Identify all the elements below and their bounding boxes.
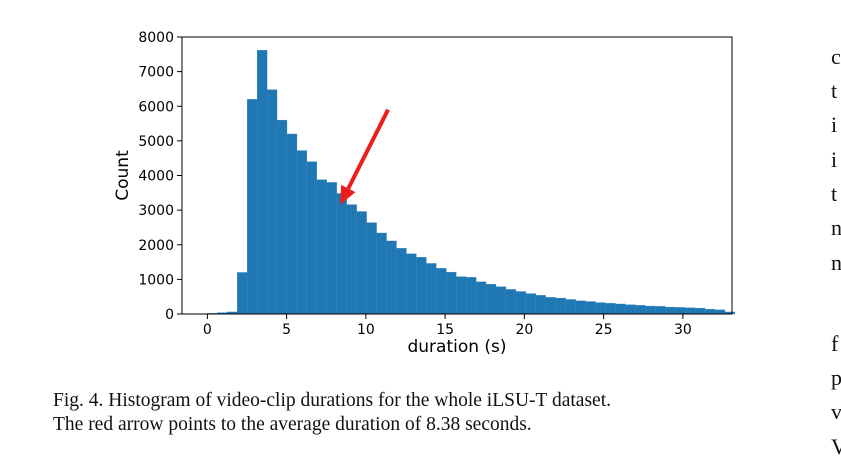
histogram-bar	[266, 89, 278, 315]
histogram-bar	[485, 284, 497, 315]
histogram-bar	[237, 272, 248, 315]
histogram-bar	[535, 295, 546, 315]
histogram-bar	[426, 263, 437, 315]
x-tick-label: 5	[282, 322, 291, 338]
histogram-bar	[276, 119, 288, 315]
y-tick-label: 7000	[138, 65, 174, 81]
y-axis-label: Count	[113, 150, 133, 201]
column-fragment: i	[831, 147, 838, 172]
histogram-bar	[406, 253, 417, 315]
ticks: 0 5 10 15 20 25 30 0 1000 2000 3000 4000 5000 6000 700…	[138, 30, 691, 338]
x-axis-label: duration (s)	[407, 337, 506, 357]
y-tick-label: 3000	[138, 203, 174, 219]
histogram-bar	[316, 179, 327, 315]
y-tick-label: 2000	[138, 238, 174, 254]
figure-caption: Fig. 4. Histogram of video-clip duration…	[53, 389, 813, 437]
histogram-bar	[386, 240, 397, 315]
histogram-chart: duration (s) Count 0 5 10 15 20 25 30 0 1000 2000…	[113, 30, 736, 357]
histogram-bar	[396, 248, 407, 315]
histogram-bar	[635, 305, 646, 315]
column-fragment: v	[831, 399, 841, 424]
x-tick-label: 25	[595, 322, 613, 338]
histogram-bar	[575, 300, 586, 315]
y-tick-label: 5000	[138, 134, 174, 150]
x-tick-label: 10	[357, 322, 375, 338]
arrow-head	[340, 184, 356, 205]
histogram-bar	[645, 305, 656, 315]
column-fragment: t	[831, 181, 838, 206]
x-tick-label: 30	[674, 322, 692, 338]
column-fragment: V	[831, 434, 841, 459]
x-tick-label: 0	[203, 322, 212, 338]
histogram-bar	[475, 281, 487, 315]
column-fragment: c	[831, 44, 841, 69]
caption-line-2: The red arrow points to the average dura…	[53, 414, 532, 435]
histogram-bar	[376, 232, 387, 315]
histogram-bar	[565, 299, 576, 315]
histogram-bar	[346, 204, 357, 315]
histogram-bar	[495, 286, 507, 315]
histogram-bar	[545, 297, 556, 315]
histogram-bar	[585, 301, 596, 315]
histogram-bar	[525, 293, 536, 315]
histogram-bar	[655, 306, 666, 315]
column-fragment: f	[831, 331, 839, 356]
histogram-bar	[306, 161, 318, 315]
column-fragment: n	[831, 250, 841, 275]
histogram-bar	[605, 303, 616, 315]
histogram-bar	[446, 271, 457, 315]
histogram-bar	[296, 150, 308, 315]
histogram-bar	[466, 277, 477, 315]
arrow-shaft	[346, 108, 390, 190]
x-tick-label: 20	[515, 322, 533, 338]
histogram-bar	[326, 182, 337, 315]
histogram-bar	[665, 306, 676, 315]
histogram-bar	[615, 303, 626, 315]
histogram-bar	[714, 309, 726, 315]
histogram-bar	[694, 307, 706, 315]
histogram-bar	[256, 50, 268, 315]
x-tick-label: 15	[436, 322, 454, 338]
column-fragment: n	[831, 215, 841, 240]
y-tick-label: 1000	[138, 272, 174, 288]
caption-line-1: Fig. 4. Histogram of video-clip duration…	[53, 390, 611, 411]
y-tick-label: 0	[165, 307, 174, 323]
y-tick-label: 8000	[138, 30, 174, 46]
histogram-bar	[555, 297, 566, 315]
y-tick-label: 4000	[138, 169, 174, 185]
histogram-bar	[675, 307, 686, 315]
histogram-bar	[286, 133, 298, 315]
histogram-bar	[704, 309, 716, 315]
y-tick-label: 6000	[138, 99, 174, 115]
histogram-bar	[336, 193, 347, 315]
histogram-bar	[625, 304, 636, 315]
column-fragment: p	[831, 365, 841, 390]
histogram-bar	[416, 257, 427, 315]
histogram-bar	[356, 211, 367, 315]
histogram-bar	[515, 291, 527, 315]
histogram-bar	[247, 99, 258, 315]
histogram-bar	[684, 307, 696, 315]
histogram-bar	[505, 289, 517, 315]
bars	[207, 50, 736, 315]
histogram-bar	[595, 302, 606, 315]
histogram-bar	[456, 276, 467, 315]
mean-arrow	[340, 108, 390, 205]
histogram-bar	[436, 268, 447, 315]
histogram-bar	[366, 222, 377, 315]
column-fragment: t	[831, 78, 838, 103]
column-fragment: i	[831, 112, 838, 137]
